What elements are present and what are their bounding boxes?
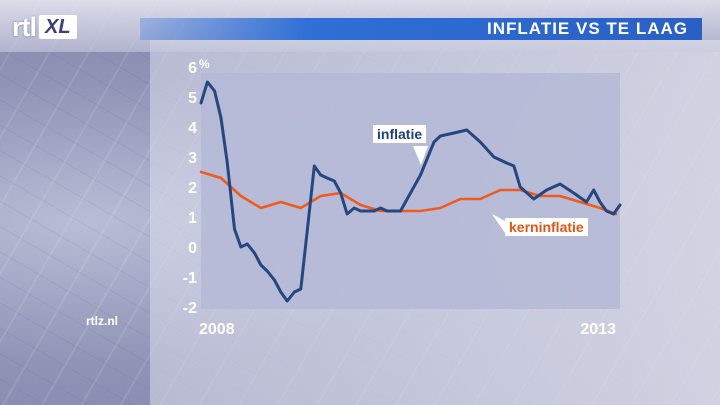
y-tick-label: 1 [188, 210, 197, 227]
series-line-kerninflatie [199, 170, 618, 216]
logo-text: rtl [12, 11, 37, 42]
series-lines [199, 80, 622, 303]
y-tick-label: 2 [188, 180, 197, 197]
x-axis: 2008 2013 [199, 321, 616, 338]
y-axis: 6 % 5 4 3 2 1 0 -1 -2 [183, 57, 210, 317]
logo-badge: XL [39, 15, 77, 39]
y-unit-label: % [199, 57, 210, 71]
series-label-kerninflatie: kerninflatie [505, 218, 588, 236]
y-tick-label: 4 [188, 120, 197, 137]
title-bar: INFLATIE VS TE LAAG [140, 18, 702, 40]
label-pointer-kerninflatie [492, 214, 507, 236]
label-pointer-inflatie [413, 146, 428, 165]
series-line-inflatie [199, 80, 622, 303]
y-tick-label: 6 [188, 60, 197, 77]
chart-title: INFLATIE VS TE LAAG [487, 19, 688, 38]
y-tick-label: -2 [183, 300, 197, 317]
x-tick-label: 2008 [199, 321, 235, 338]
y-tick-label: 5 [188, 90, 197, 107]
y-tick-label: 0 [188, 240, 197, 257]
series-label-inflatie: inflatie [373, 125, 427, 143]
source-label: rtlz.nl [86, 314, 118, 328]
channel-logo: rtl XL [12, 12, 77, 42]
y-tick-label: 3 [188, 150, 197, 167]
y-tick-label: -1 [183, 270, 197, 287]
x-tick-label: 2013 [580, 321, 616, 338]
